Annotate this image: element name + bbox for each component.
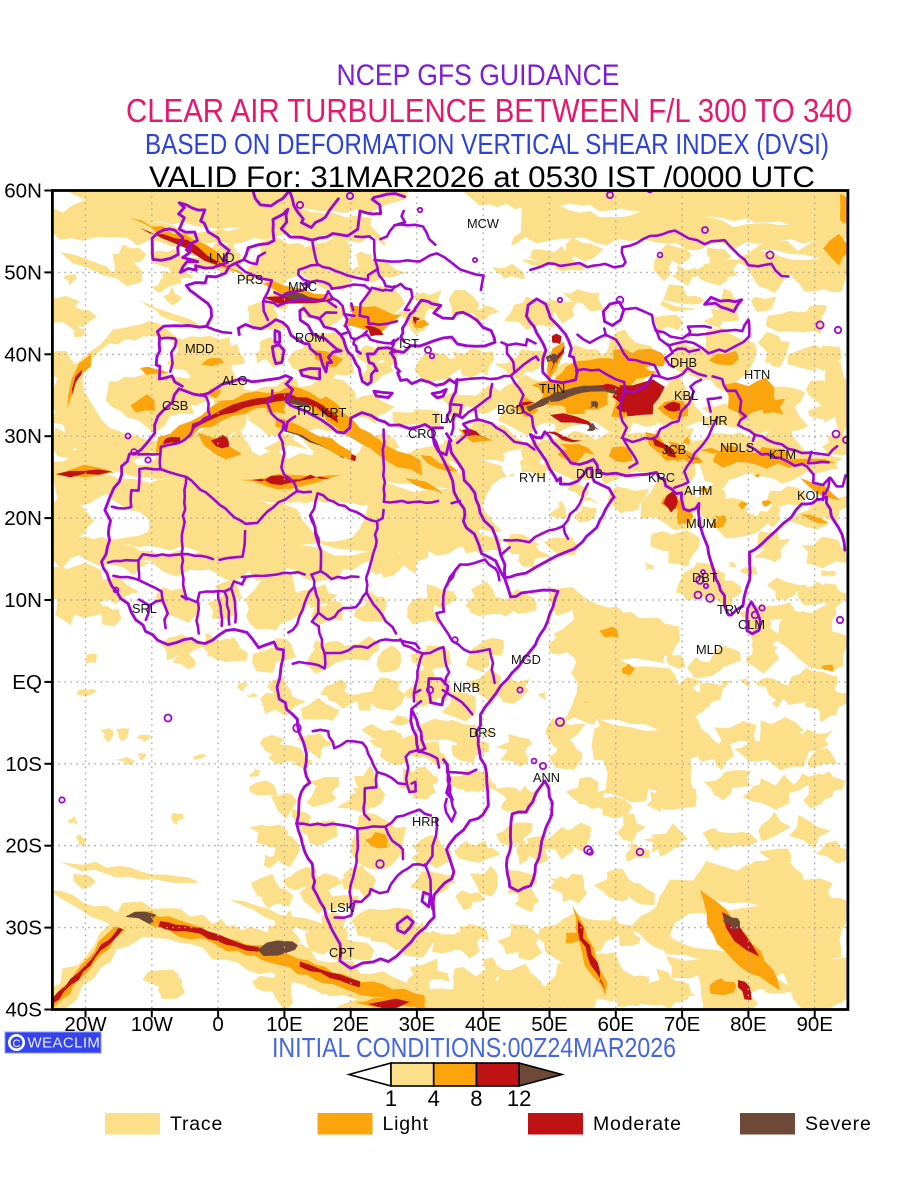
svg-text:IST: IST — [399, 336, 419, 351]
svg-text:ALG: ALG — [222, 373, 248, 388]
svg-text:LSK: LSK — [330, 900, 355, 915]
svg-text:CLEAR AIR TURBULENCE BETWEEN F: CLEAR AIR TURBULENCE BETWEEN F/L 300 TO … — [126, 92, 852, 129]
svg-text:10E: 10E — [266, 1013, 302, 1036]
svg-text:1: 1 — [385, 1086, 397, 1111]
svg-text:30S: 30S — [5, 917, 41, 940]
svg-text:TPL: TPL — [295, 403, 318, 418]
svg-text:PRS: PRS — [237, 272, 263, 287]
svg-text:Light: Light — [383, 1113, 429, 1135]
svg-text:20N: 20N — [4, 507, 42, 530]
svg-text:BGD: BGD — [497, 402, 525, 417]
svg-text:BASED ON DEFORMATION VERTICAL: BASED ON DEFORMATION VERTICAL SHEAR INDE… — [145, 129, 829, 161]
svg-text:Moderate: Moderate — [593, 1113, 682, 1135]
svg-text:30E: 30E — [399, 1013, 435, 1036]
svg-text:40E: 40E — [465, 1013, 501, 1036]
svg-text:CPT: CPT — [329, 945, 355, 960]
svg-text:70E: 70E — [664, 1013, 700, 1036]
svg-text:NCEP GFS GUIDANCE: NCEP GFS GUIDANCE — [337, 59, 620, 92]
svg-text:AHM: AHM — [684, 483, 712, 498]
svg-text:20S: 20S — [5, 835, 41, 858]
svg-text:10W: 10W — [131, 1013, 174, 1036]
svg-text:LND: LND — [209, 250, 235, 265]
svg-text:40S: 40S — [5, 999, 41, 1022]
svg-text:INITIAL CONDITIONS:00Z24MAR202: INITIAL CONDITIONS:00Z24MAR2026 — [272, 1032, 676, 1063]
svg-text:0: 0 — [212, 1013, 223, 1036]
svg-text:12: 12 — [507, 1086, 531, 1111]
svg-text:MGD: MGD — [511, 652, 541, 667]
svg-text:ANN: ANN — [533, 770, 560, 785]
svg-text:50N: 50N — [4, 261, 42, 284]
svg-text:TRV: TRV — [717, 602, 743, 617]
svg-text:TLV: TLV — [432, 411, 455, 426]
svg-text:90E: 90E — [796, 1013, 832, 1036]
svg-text:DRS: DRS — [469, 725, 496, 740]
svg-text:KOL: KOL — [797, 488, 823, 503]
svg-text:20E: 20E — [332, 1013, 368, 1036]
svg-text:60N: 60N — [4, 180, 42, 203]
svg-text:DHB: DHB — [670, 355, 697, 370]
svg-text:VALID For: 31MAR2026 at 0530 I: VALID For: 31MAR2026 at 0530 IST /0000 U… — [149, 161, 815, 194]
svg-text:Severe: Severe — [805, 1113, 872, 1135]
svg-text:30N: 30N — [4, 425, 42, 448]
svg-text:HRR: HRR — [412, 814, 440, 829]
svg-text:RYH: RYH — [519, 470, 546, 485]
svg-text:80E: 80E — [730, 1013, 766, 1036]
svg-text:LHR: LHR — [702, 413, 728, 428]
svg-text:EQ: EQ — [12, 671, 42, 694]
svg-text:MLD: MLD — [696, 642, 723, 657]
svg-text:4: 4 — [428, 1086, 440, 1111]
svg-text:50E: 50E — [531, 1013, 567, 1036]
svg-text:NRB: NRB — [453, 680, 480, 695]
svg-text:C: C — [13, 1038, 21, 1050]
svg-text:ROM: ROM — [295, 330, 325, 345]
svg-text:DUB: DUB — [576, 466, 603, 481]
svg-text:THN: THN — [539, 381, 565, 396]
svg-text:20W: 20W — [64, 1013, 107, 1036]
svg-text:DBT: DBT — [692, 570, 718, 585]
svg-text:60E: 60E — [598, 1013, 634, 1036]
svg-text:CLM: CLM — [738, 617, 765, 632]
svg-text:8: 8 — [470, 1086, 482, 1111]
svg-text:NDLS: NDLS — [720, 440, 754, 455]
svg-text:10S: 10S — [5, 753, 41, 776]
svg-text:KRT: KRT — [321, 405, 347, 420]
svg-text:KBL: KBL — [674, 388, 698, 403]
svg-text:MDD: MDD — [185, 341, 214, 356]
svg-text:Trace: Trace — [170, 1113, 223, 1135]
svg-text:MNC: MNC — [288, 279, 317, 294]
svg-text:CRO: CRO — [408, 426, 436, 441]
svg-text:40N: 40N — [4, 343, 42, 366]
svg-text:CSB: CSB — [162, 398, 188, 413]
svg-text:JCB: JCB — [662, 442, 686, 457]
svg-text:SRL: SRL — [132, 601, 157, 616]
svg-text:10N: 10N — [4, 589, 42, 612]
svg-text:WEACLIM: WEACLIM — [28, 1035, 101, 1052]
svg-text:MUM: MUM — [686, 516, 717, 531]
svg-text:MCW: MCW — [467, 216, 500, 231]
svg-text:KTM: KTM — [769, 447, 796, 462]
svg-text:KRC: KRC — [648, 470, 675, 485]
svg-text:HTN: HTN — [744, 367, 770, 382]
